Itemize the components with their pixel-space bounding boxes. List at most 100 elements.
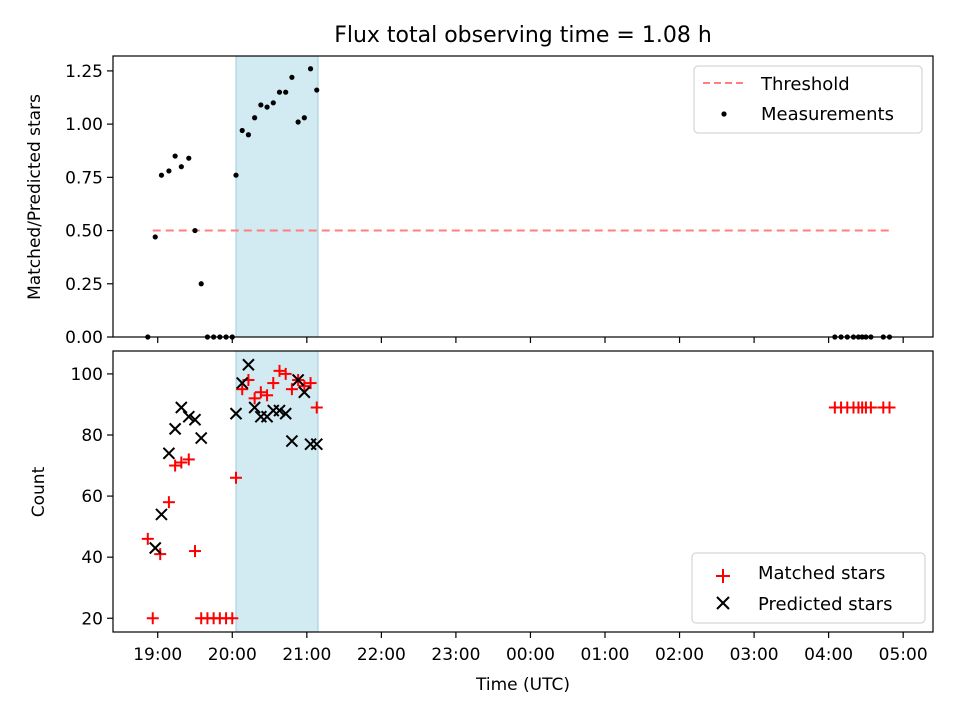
bottom-legend: Matched stars Predicted stars	[691, 552, 926, 624]
matched-star-point	[304, 377, 317, 390]
measurement-point	[270, 100, 276, 106]
x-tick-label: 00:00	[506, 645, 555, 665]
predicted-star-point-b	[291, 373, 305, 387]
measurement-point	[301, 115, 307, 121]
predicted-star-point	[229, 407, 243, 420]
top-y-tick-label: 0.75	[65, 168, 103, 188]
predicted-star-point-b	[310, 437, 323, 451]
predicted-star-point	[182, 410, 195, 423]
top-axes-frame	[112, 55, 934, 338]
top-y-axis-label: Matched/Predicted stars	[25, 94, 45, 300]
legend-matched-swatch	[716, 569, 730, 583]
bottom-x-tick-labels: 19:00 20:00 21:00 22:00 23:00 00:00 01:00 02:00…	[133, 645, 927, 665]
measurement-point	[158, 172, 165, 178]
x-tick-label: 22:00	[357, 645, 406, 665]
legend-threshold-label: Threshold	[760, 74, 850, 95]
measurement-point	[264, 104, 270, 110]
legend-measurements-label: Measurements	[761, 104, 894, 125]
measurement-point	[258, 102, 264, 108]
x-tick-label: 23:00	[431, 645, 480, 665]
top-highlight-band	[235, 55, 319, 338]
matched-star-point	[141, 532, 154, 545]
predicted-star-point	[168, 422, 182, 436]
top-y-tick-label: 0.00	[65, 328, 103, 348]
matched-star-point	[248, 392, 261, 405]
x-tick-label: 20:00	[208, 645, 257, 665]
predicted-star-point	[162, 447, 176, 460]
matched-star-point	[883, 401, 896, 414]
predicted-star-point	[149, 541, 162, 555]
predicted-star-point-b	[175, 401, 188, 414]
measurement-point	[198, 281, 204, 287]
predicted-star-point-b	[168, 422, 182, 436]
bottom-panel: 20 40 60 80 100 19:00 20:00 21:00 22:00 23:00 00:…	[29, 350, 934, 695]
top-y-tick-label: 1.25	[65, 62, 103, 82]
matched-star-point	[226, 612, 239, 625]
matched-star-point	[146, 612, 159, 625]
top-axis-ticks	[107, 70, 904, 343]
measurement-point	[252, 115, 258, 121]
measurement-point	[276, 89, 283, 95]
predicted-star-point	[236, 376, 249, 390]
predicted-star-point	[285, 434, 299, 448]
matched-star-point	[230, 471, 242, 484]
top-legend: Threshold Measurements	[693, 65, 923, 134]
predicted-star-point-b	[182, 410, 195, 423]
matched-star-point	[236, 383, 249, 396]
predicted-star-point	[298, 386, 311, 399]
matched-star-point	[189, 545, 201, 558]
x-tick-label: 19:00	[133, 645, 182, 665]
bottom-series	[141, 358, 896, 625]
bottom-legend-box	[691, 552, 926, 624]
x-tick-label: 04:00	[804, 645, 853, 665]
measurement-point	[295, 119, 301, 125]
measurement-point	[178, 164, 184, 170]
matched-star-point	[267, 377, 280, 390]
predicted-star-point	[279, 407, 292, 420]
top-legend-box	[693, 65, 923, 134]
bottom-y-tick-labels: 20 40 60 80 100	[71, 365, 103, 629]
measurement-point	[172, 153, 178, 159]
measurement-point	[166, 168, 172, 174]
top-y-tick-label: 0.50	[65, 222, 103, 242]
measurement-point	[186, 155, 192, 161]
matched-star-point	[169, 459, 182, 472]
predicted-star-point-b	[242, 358, 255, 371]
matched-star-point	[285, 383, 298, 396]
top-series	[145, 66, 894, 340]
matched-star-point	[182, 453, 195, 466]
measurement-point	[233, 172, 239, 178]
top-y-tick-labels: 0.00 0.25 0.50 0.75 1.00 1.25	[65, 62, 103, 348]
legend-matched-label: Matched stars	[758, 563, 885, 584]
predicted-star-point-b	[155, 508, 168, 521]
predicted-star-point-b	[188, 413, 202, 426]
predicted-star-point-b	[229, 407, 243, 420]
predicted-star-point	[155, 508, 168, 521]
bottom-y-tick-label: 60	[81, 487, 103, 507]
x-tick-label: 02:00	[655, 645, 704, 665]
predicted-star-point	[242, 358, 255, 371]
matched-star-point	[175, 456, 188, 469]
x-tick-label: 01:00	[581, 645, 630, 665]
figure-title: Flux total observing time = 1.08 h	[334, 23, 712, 48]
measurement-point	[152, 234, 158, 240]
predicted-star-point-b	[298, 386, 311, 399]
predicted-star-point	[195, 431, 208, 445]
predicted-star-point-b	[248, 401, 261, 414]
top-y-tick-label: 0.25	[65, 275, 103, 295]
matched-star-point	[154, 548, 167, 561]
predicted-star-point-b	[279, 407, 292, 420]
top-panel: 0.00 0.25 0.50 0.75 1.00 1.25 Matched/Predict…	[25, 55, 934, 348]
top-y-tick-label: 1.00	[65, 115, 103, 135]
matched-star-point	[864, 401, 877, 414]
bottom-y-tick-label: 20	[81, 609, 103, 629]
measurement-point	[283, 89, 289, 95]
measurement-point	[192, 227, 198, 234]
predicted-star-point	[273, 404, 286, 417]
x-axis-label: Time (UTC)	[475, 675, 570, 695]
bottom-y-tick-label: 100	[71, 365, 103, 385]
matched-star-point	[261, 389, 274, 402]
matched-star-point	[279, 367, 292, 380]
predicted-star-point-b	[285, 434, 299, 448]
x-tick-label: 05:00	[879, 645, 928, 665]
